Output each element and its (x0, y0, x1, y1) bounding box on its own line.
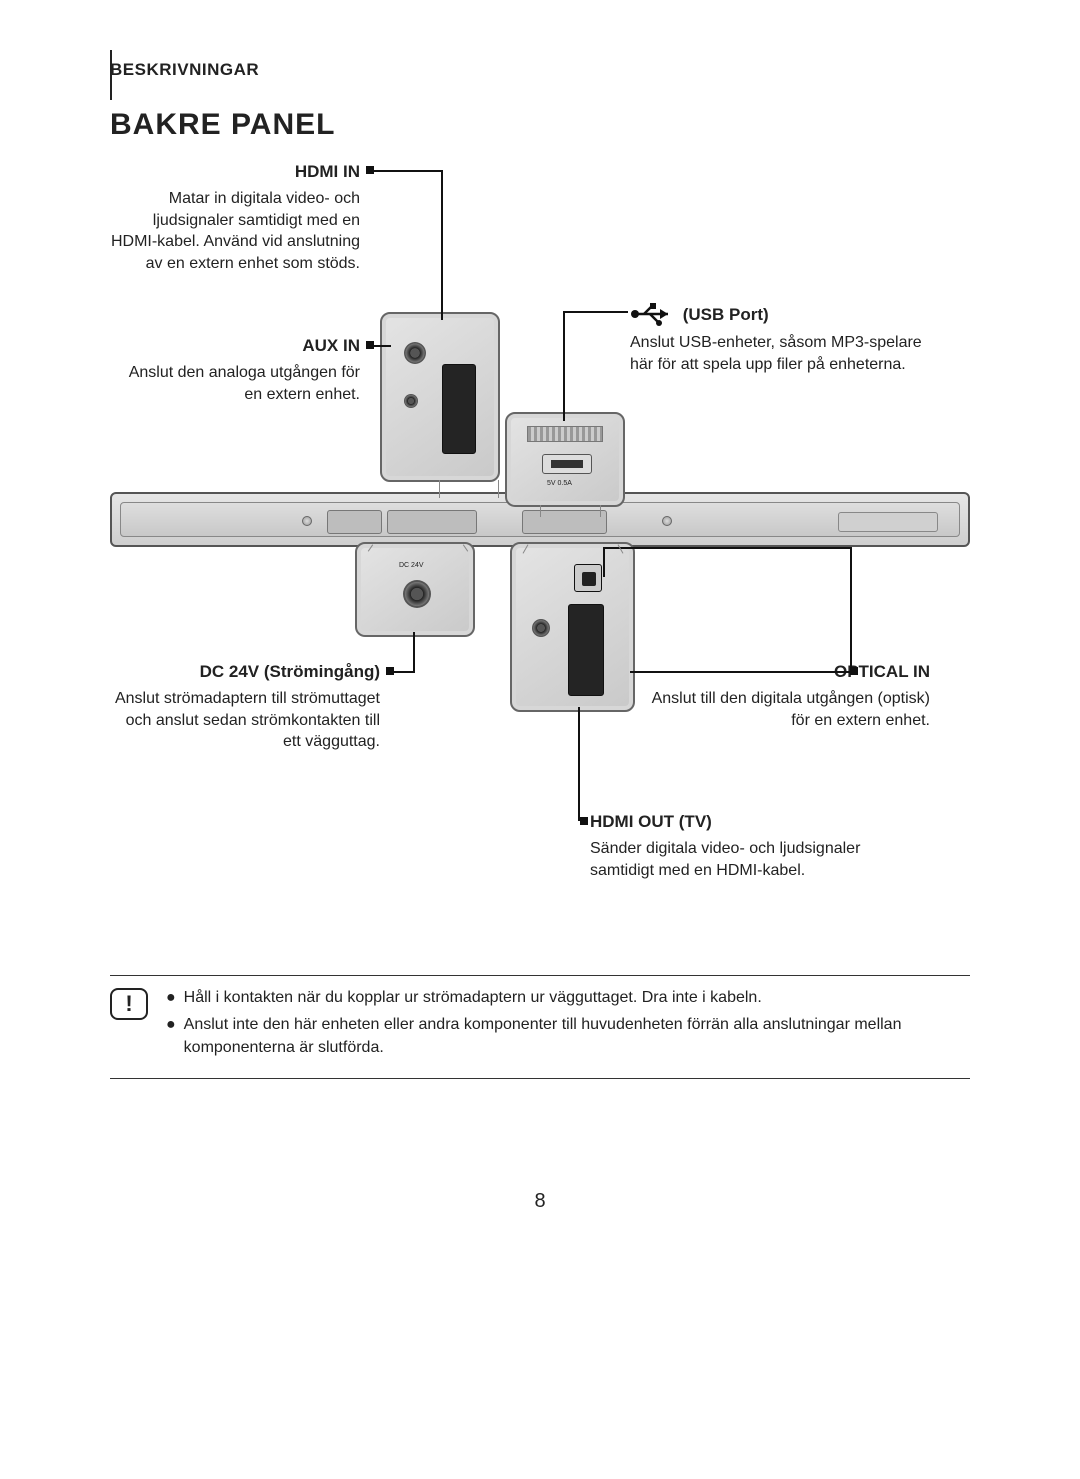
lead (630, 671, 852, 673)
bar-port-left (327, 510, 382, 534)
notes-item: ● Anslut inte den här enheten eller andr… (166, 1013, 970, 1059)
lead (441, 170, 443, 320)
label-hdmi-in: HDMI IN Matar in digitala video- och lju… (110, 162, 360, 274)
label-hdmi-in-title: HDMI IN (110, 162, 360, 182)
usb-port-icon (542, 454, 592, 474)
bar-port-mid1 (387, 510, 477, 534)
callout-line (600, 505, 601, 517)
lead (413, 632, 415, 673)
lead (373, 345, 391, 347)
label-usb-port-title: (USB Port) (630, 302, 930, 326)
callout-line (540, 505, 541, 517)
callout-line (439, 480, 440, 498)
breadcrumb: BESKRIVNINGAR (110, 60, 970, 80)
label-aux-in-title: AUX IN (110, 336, 360, 356)
bullet-icon: ● (166, 1013, 176, 1059)
label-optical-in-desc: Anslut till den digitala utgången (optis… (650, 688, 930, 731)
detail-usb: 5V 0.5A (505, 412, 625, 507)
usb-grille (527, 426, 603, 442)
hdmi-out-port-icon (568, 604, 604, 696)
lead (393, 671, 413, 673)
lead (563, 311, 628, 313)
notes-list: ● Håll i kontakten när du kopplar ur str… (166, 986, 970, 1064)
bar-screw-2 (662, 516, 672, 526)
usb-5v-label: 5V 0.5A (547, 480, 572, 487)
page-title: BAKRE PANEL (110, 108, 970, 142)
notes-item-text: Håll i kontakten när du kopplar ur ström… (184, 986, 762, 1009)
optical-port-icon (574, 564, 602, 592)
bar-port-mid2 (522, 510, 607, 534)
label-aux-in: AUX IN Anslut den analoga utgången för e… (110, 336, 360, 405)
lead (373, 170, 443, 172)
detail-hdmi-out-optical (510, 542, 635, 712)
alert-icon: ! (110, 988, 148, 1020)
dc-jack-icon (403, 580, 431, 608)
notes-rule-bottom (110, 1078, 970, 1079)
label-usb-port-desc: Anslut USB-enheter, såsom MP3-spelare hä… (630, 332, 930, 375)
lead (578, 707, 580, 821)
usb-icon (630, 305, 683, 324)
label-dc24v: DC 24V (Strömingång) Anslut strömadapter… (110, 662, 380, 753)
label-hdmi-out-desc: Sänder digitala video- och ljudsignaler … (590, 838, 890, 881)
aux-jack-icon (404, 342, 426, 364)
lead (605, 547, 852, 549)
dc24v-text: DC 24V (399, 562, 424, 569)
label-dc24v-desc: Anslut strömadaptern till strömuttaget o… (110, 688, 380, 753)
bullet-icon: ● (166, 986, 176, 1009)
lead (603, 547, 605, 577)
bar-slot-right (838, 512, 938, 532)
label-hdmi-out: HDMI OUT (TV) Sänder digitala video- och… (590, 812, 890, 881)
label-aux-in-desc: Anslut den analoga utgången för en exter… (110, 362, 360, 405)
detail-dc24v: DC 24V (355, 542, 475, 637)
notes-section: ! ● Håll i kontakten när du kopplar ur s… (110, 975, 970, 1079)
page-content: BESKRIVNINGAR BAKRE PANEL HDMI IN Matar … (110, 60, 970, 952)
diagram: HDMI IN Matar in digitala video- och lju… (110, 162, 970, 952)
label-usb-port-title-text: (USB Port) (683, 305, 769, 324)
label-usb-port: (USB Port) Anslut USB-enheter, såsom MP3… (630, 302, 930, 375)
hdmi-in-port-icon (442, 364, 476, 454)
bar-screw (302, 516, 312, 526)
label-hdmi-in-desc: Matar in digitala video- och ljudsignale… (110, 188, 360, 274)
notes-item-text: Anslut inte den här enheten eller andra … (184, 1013, 970, 1059)
screw-icon (532, 619, 550, 637)
detail-aux-hdmi-in (380, 312, 500, 482)
callout-line (498, 480, 499, 498)
lead (850, 547, 852, 669)
aux-screw-icon (404, 394, 418, 408)
notes-item: ● Håll i kontakten när du kopplar ur str… (166, 986, 970, 1009)
lead (563, 311, 565, 421)
label-dc24v-title: DC 24V (Strömingång) (110, 662, 380, 682)
lead-end (580, 817, 588, 825)
page-number: 8 (0, 1190, 1080, 1213)
label-hdmi-out-title: HDMI OUT (TV) (590, 812, 890, 832)
